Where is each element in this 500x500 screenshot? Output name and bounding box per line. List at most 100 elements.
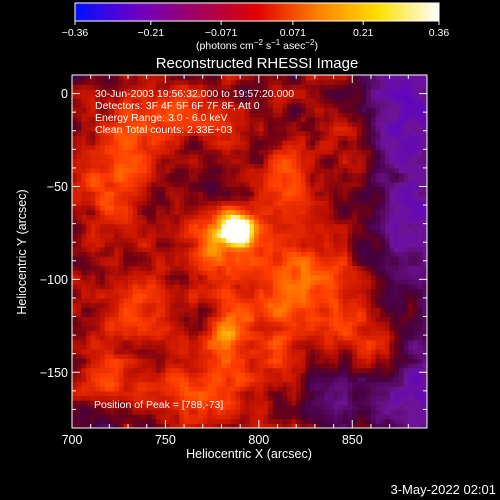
heatmap-cell: [198, 335, 204, 341]
heatmap-cell: [244, 376, 251, 383]
heatmap-cell: [366, 102, 372, 109]
heatmap-cell: [366, 376, 372, 383]
heatmap-cell: [338, 102, 344, 109]
heatmap-cell: [324, 274, 330, 280]
heatmap-cell: [109, 177, 115, 183]
heatmap-cell: [198, 144, 204, 150]
heatmap-cell: [216, 376, 223, 383]
heatmap-cell: [86, 330, 92, 336]
heatmap-cell: [202, 218, 209, 225]
heatmap-cell: [333, 311, 339, 318]
heatmap-cell: [258, 279, 265, 285]
heatmap-cell: [109, 121, 115, 127]
heatmap-cell: [352, 84, 358, 90]
heatmap-cell: [132, 218, 138, 225]
heatmap-cell: [370, 409, 377, 415]
heatmap-cell: [272, 144, 279, 150]
heatmap-cell: [338, 214, 344, 220]
heatmap-cell: [286, 316, 293, 322]
heatmap-cell: [188, 297, 195, 304]
heatmap-cell: [76, 386, 82, 392]
heatmap-cell: [296, 321, 302, 327]
heatmap-cell: [170, 79, 176, 85]
heatmap-cell: [254, 135, 260, 141]
heatmap-cell: [333, 195, 339, 201]
heatmap-cell: [226, 112, 232, 118]
heatmap-cell: [286, 218, 293, 225]
heatmap-cell: [184, 79, 190, 85]
heatmap-cell: [263, 172, 269, 178]
heatmap-cell: [235, 218, 241, 225]
heatmap-cell: [137, 307, 143, 313]
heatmap-cell: [165, 311, 171, 318]
heatmap-cell: [230, 367, 237, 373]
heatmap-cell: [244, 270, 251, 276]
heatmap-cell: [86, 135, 92, 141]
heatmap-cell: [156, 172, 162, 178]
heatmap-cell: [370, 423, 377, 428]
heatmap-cell: [151, 79, 157, 85]
heatmap-cell: [123, 112, 129, 118]
heatmap-cell: [230, 279, 237, 285]
heatmap-cell: [230, 214, 237, 220]
heatmap-cell: [305, 102, 311, 109]
heatmap-cell: [366, 232, 372, 239]
heatmap-cell: [100, 395, 106, 401]
heatmap-cell: [95, 200, 101, 206]
heatmap-cell: [277, 195, 283, 201]
heatmap-cell: [314, 395, 321, 401]
heatmap-cell: [314, 335, 321, 341]
heatmap-cell: [137, 381, 143, 387]
heatmap-cell: [114, 209, 120, 215]
heatmap-cell: [76, 284, 82, 290]
heatmap-cell: [277, 279, 283, 285]
heatmap-cell: [202, 93, 209, 99]
heatmap-cell: [370, 149, 377, 155]
heatmap-cell: [95, 297, 101, 304]
heatmap-cell: [170, 88, 176, 95]
heatmap-cell: [104, 321, 110, 327]
heatmap-cell: [296, 376, 302, 383]
heatmap-cell: [230, 228, 237, 234]
heatmap-cell: [193, 177, 199, 183]
heatmap-cell: [165, 293, 171, 299]
heatmap-cell: [174, 404, 181, 411]
heatmap-cell: [198, 88, 204, 95]
heatmap-cell: [151, 84, 157, 90]
heatmap-cell: [188, 344, 195, 350]
heatmap-cell: [286, 274, 293, 280]
heatmap-cell: [86, 218, 92, 225]
heatmap-cell: [286, 251, 293, 257]
heatmap-cell: [179, 126, 185, 132]
heatmap-cell: [207, 330, 213, 336]
heatmap-cell: [333, 153, 339, 160]
heatmap-cell: [310, 223, 316, 229]
heatmap-cell: [170, 386, 176, 392]
heatmap-cell: [249, 321, 255, 327]
heatmap-cell: [268, 260, 274, 267]
heatmap-cell: [356, 260, 363, 267]
heatmap-cell: [100, 144, 106, 150]
heatmap-cell: [249, 400, 255, 406]
heatmap-cell: [319, 242, 325, 248]
heatmap-cell: [277, 186, 283, 192]
heatmap-cell: [333, 395, 339, 401]
heatmap-cell: [160, 214, 167, 220]
heatmap-cell: [202, 325, 209, 332]
heatmap-cell: [137, 311, 143, 318]
heatmap-cell: [86, 200, 92, 206]
heatmap-cell: [268, 274, 274, 280]
heatmap-cell: [118, 344, 124, 350]
heatmap-cell: [272, 302, 279, 308]
heatmap-cell: [319, 418, 325, 424]
heatmap-cell: [216, 75, 223, 81]
heatmap-cell: [324, 75, 330, 81]
heatmap-cell: [258, 302, 265, 308]
heatmap-cell: [235, 191, 241, 197]
heatmap-cell: [230, 167, 237, 174]
heatmap-cell: [123, 205, 129, 211]
heatmap-cell: [160, 335, 167, 341]
heatmap-cell: [174, 153, 181, 160]
heatmap-cell: [81, 242, 87, 248]
heatmap-cell: [356, 335, 363, 341]
